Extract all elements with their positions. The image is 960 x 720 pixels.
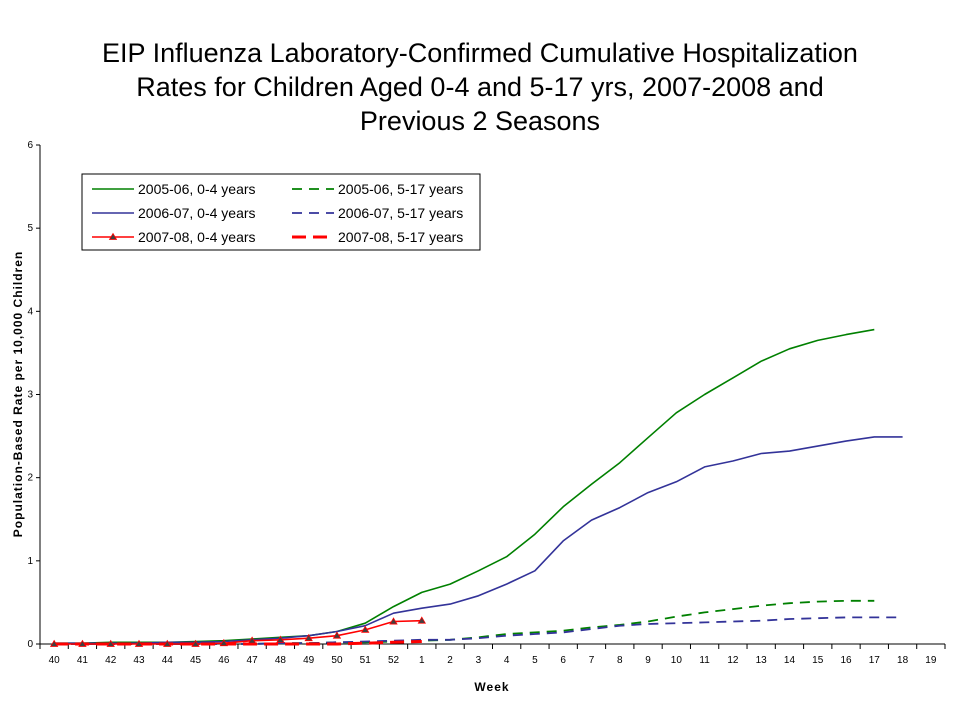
x-tick-label: 50 — [331, 655, 343, 666]
chart-title-line-3: Previous 2 Seasons — [359, 106, 601, 136]
series-layer — [49, 328, 903, 647]
x-tick-label: 42 — [105, 655, 117, 666]
x-tick-label: 6 — [560, 655, 566, 666]
series-line-1 — [54, 599, 875, 645]
chart-title-line-1: EIP Influenza Laboratory-Confirmed Cumul… — [102, 38, 858, 68]
data-point-marker — [304, 633, 313, 642]
x-tick-label: 19 — [925, 655, 937, 666]
x-tick-label: 43 — [133, 655, 145, 666]
data-point-marker — [134, 639, 144, 647]
x-tick-label: 45 — [190, 655, 202, 666]
x-tick-label: 13 — [756, 655, 768, 666]
x-tick-label: 4 — [504, 655, 510, 666]
series-line-5 — [54, 640, 422, 646]
x-tick-label: 9 — [645, 655, 651, 666]
x-tick-label: 47 — [247, 655, 259, 666]
x-tick-label: 46 — [218, 655, 230, 666]
data-point-marker — [389, 617, 398, 625]
data-point-marker — [247, 636, 257, 644]
x-axis-title: Week — [474, 680, 509, 694]
x-tick-label: 11 — [699, 655, 710, 666]
x-tick-label: 15 — [812, 655, 824, 666]
x-tick-label: 52 — [388, 655, 400, 666]
legend-box — [81, 173, 481, 251]
y-tick-label: 2 — [27, 473, 33, 484]
series-line-2 — [54, 436, 903, 644]
data-point-marker — [108, 232, 118, 240]
data-point-marker — [332, 631, 342, 639]
data-point-marker — [163, 639, 172, 647]
series-line-3 — [54, 616, 903, 645]
data-point-marker — [106, 639, 115, 647]
x-tick-label: 3 — [476, 655, 482, 666]
legend-label: 2006-07, 5-17 years — [338, 205, 463, 221]
y-tick-label: 1 — [27, 556, 33, 567]
x-tick-label: 12 — [727, 655, 739, 666]
x-tick-label: 48 — [275, 655, 287, 666]
data-point-marker — [219, 638, 229, 647]
data-point-marker — [49, 639, 59, 647]
x-tick-label: 16 — [840, 655, 852, 666]
chart-title: EIP Influenza Laboratory-Confirmed Cumul… — [0, 36, 960, 138]
y-tick-label: 5 — [27, 223, 33, 234]
x-tick-label: 1 — [419, 655, 425, 666]
y-tick-label: 6 — [27, 140, 33, 151]
series-line-0 — [54, 328, 875, 644]
legend-label: 2005-06, 0-4 years — [138, 181, 256, 197]
x-tick-label: 41 — [77, 655, 89, 666]
x-tick-label: 17 — [869, 655, 881, 666]
x-tick-label: 49 — [303, 655, 315, 666]
x-tick-label: 5 — [532, 655, 538, 666]
y-axis-title: Population-Based Rate per 10,000 Childre… — [11, 251, 25, 537]
legend-label: 2006-07, 0-4 years — [138, 205, 256, 221]
x-tick-label: 10 — [671, 655, 683, 666]
y-tick-label: 0 — [27, 639, 33, 650]
data-point-marker — [191, 639, 200, 647]
x-tick-label: 44 — [162, 655, 174, 666]
data-point-marker — [361, 625, 370, 633]
x-tick-label: 51 — [360, 655, 372, 666]
series-line-4 — [54, 619, 422, 645]
chart-title-line-2: Rates for Children Aged 0-4 and 5-17 yrs… — [136, 72, 824, 102]
y-tick-label: 3 — [27, 390, 33, 401]
data-point-marker — [417, 616, 426, 624]
x-tick-label: 7 — [589, 655, 595, 666]
data-point-marker — [276, 635, 285, 643]
data-point-marker — [78, 639, 87, 647]
legend-label: 2005-06, 5-17 years — [338, 181, 463, 197]
y-tick-label: 4 — [27, 306, 33, 317]
x-tick-label: 8 — [617, 655, 623, 666]
legend: 2005-06, 0-4 years 2005-06, 5-17 years 200… — [81, 173, 481, 251]
x-tick-label: 18 — [897, 655, 909, 666]
x-tick-label: 2 — [447, 655, 453, 666]
legend-label: 2007-08, 5-17 years — [338, 229, 463, 245]
legend-label: 2007-08, 0-4 years — [138, 229, 256, 245]
x-tick-label: 14 — [784, 655, 796, 666]
x-tick-label: 40 — [49, 655, 61, 666]
